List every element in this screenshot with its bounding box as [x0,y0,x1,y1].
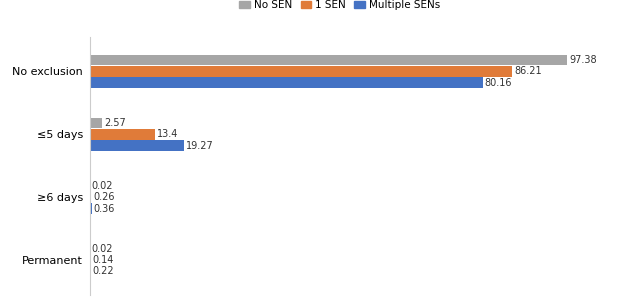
Text: 86.21: 86.21 [514,66,542,76]
Text: 97.38: 97.38 [569,55,597,65]
Text: 0.02: 0.02 [92,244,113,254]
Bar [90,203,92,214]
Text: 2.57: 2.57 [104,118,126,128]
Text: 13.4: 13.4 [158,129,179,139]
Text: 0.36: 0.36 [94,204,115,214]
Text: 80.16: 80.16 [485,78,512,88]
Bar [90,55,567,65]
Text: 0.26: 0.26 [93,192,115,202]
Bar [90,140,184,151]
Text: 0.14: 0.14 [92,255,113,265]
Bar [90,66,512,77]
Bar [90,266,91,277]
Bar [90,77,483,88]
Text: 19.27: 19.27 [186,141,214,151]
Bar [90,118,103,128]
Legend: No SEN, 1 SEN, Multiple SENs: No SEN, 1 SEN, Multiple SENs [235,0,444,14]
Text: 0.02: 0.02 [92,181,113,191]
Bar [90,129,155,140]
Bar [90,192,91,203]
Text: 0.22: 0.22 [93,266,114,276]
